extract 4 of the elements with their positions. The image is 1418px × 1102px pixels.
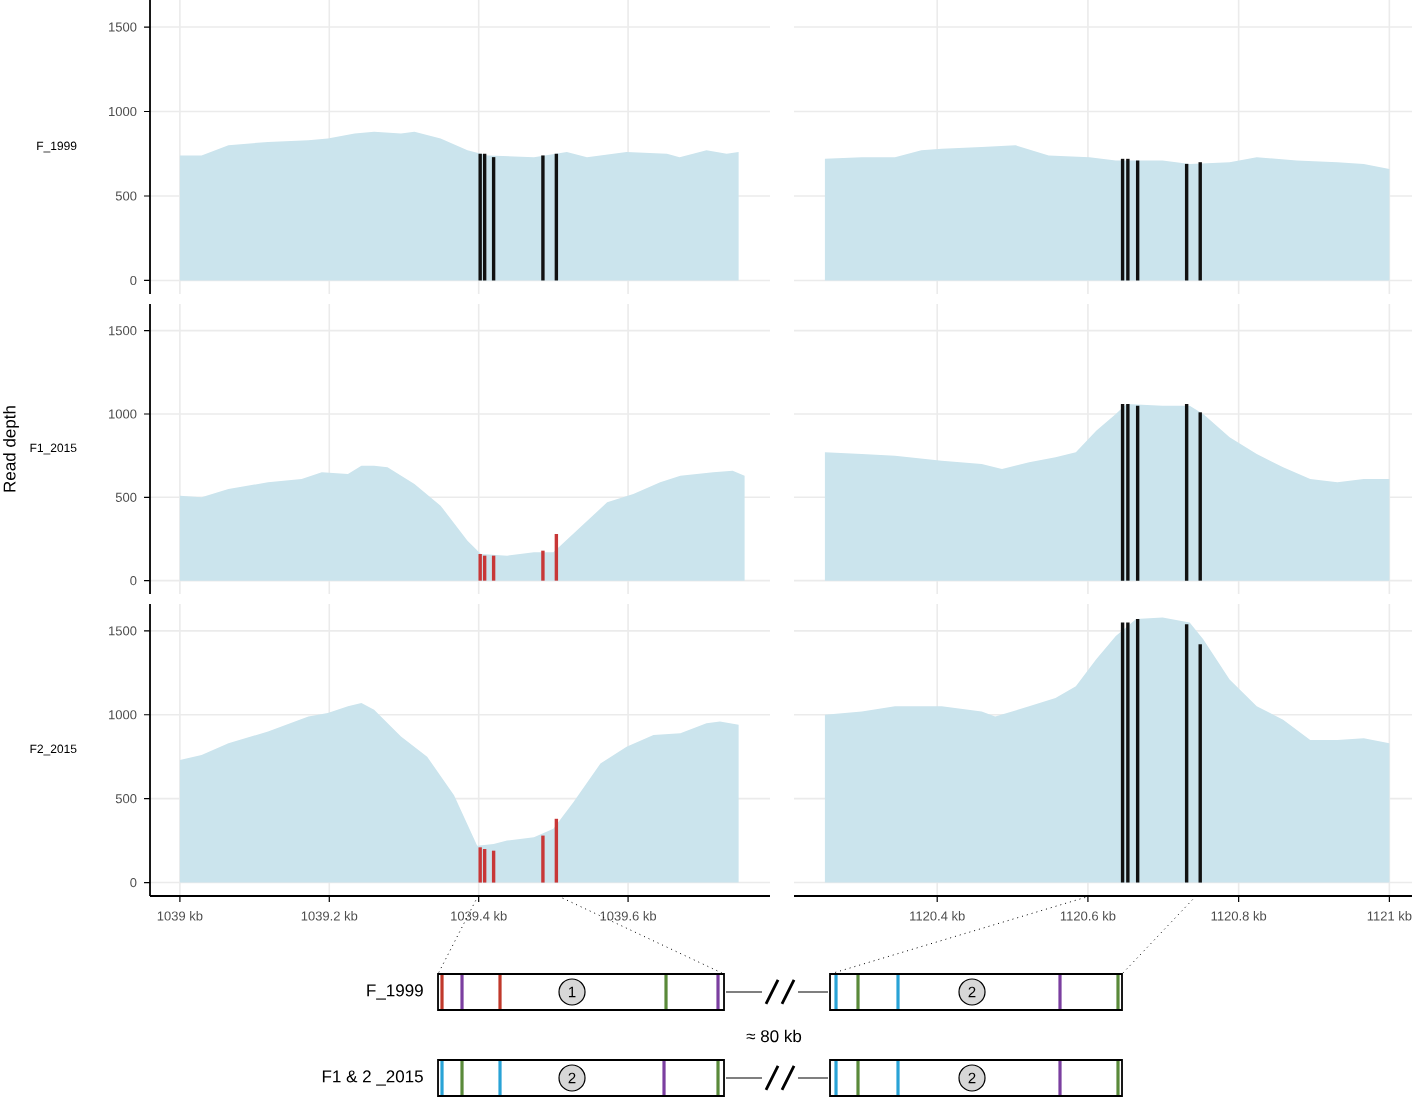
text: F1 & 2 _2015 [322,1070,423,1086]
text: Read depth [3,406,19,492]
text: F_1999 [367,984,423,1000]
text: ≈ 80 kb [746,1029,802,1043]
